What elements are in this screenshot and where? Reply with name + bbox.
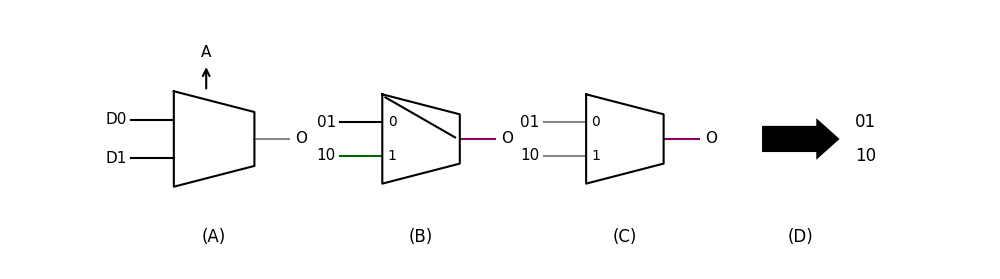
Text: 10: 10 [317, 148, 336, 163]
Text: 10: 10 [855, 147, 876, 165]
Text: D0: D0 [106, 112, 127, 127]
Text: D1: D1 [106, 151, 127, 166]
Text: A: A [201, 45, 211, 60]
Text: 01: 01 [317, 115, 336, 129]
Text: 10: 10 [520, 148, 540, 163]
Text: 01: 01 [520, 115, 540, 129]
Text: O: O [705, 131, 717, 146]
Text: 01: 01 [855, 113, 876, 131]
Text: O: O [501, 131, 513, 146]
Text: (C): (C) [613, 228, 637, 246]
Text: O: O [296, 131, 308, 146]
Text: (A): (A) [202, 228, 226, 246]
Text: (B): (B) [409, 228, 433, 246]
Text: 1: 1 [592, 149, 600, 163]
Polygon shape [762, 118, 840, 160]
Text: 0: 0 [388, 115, 396, 129]
Text: 0: 0 [592, 115, 600, 129]
Text: 1: 1 [388, 149, 397, 163]
Text: (D): (D) [788, 228, 814, 246]
